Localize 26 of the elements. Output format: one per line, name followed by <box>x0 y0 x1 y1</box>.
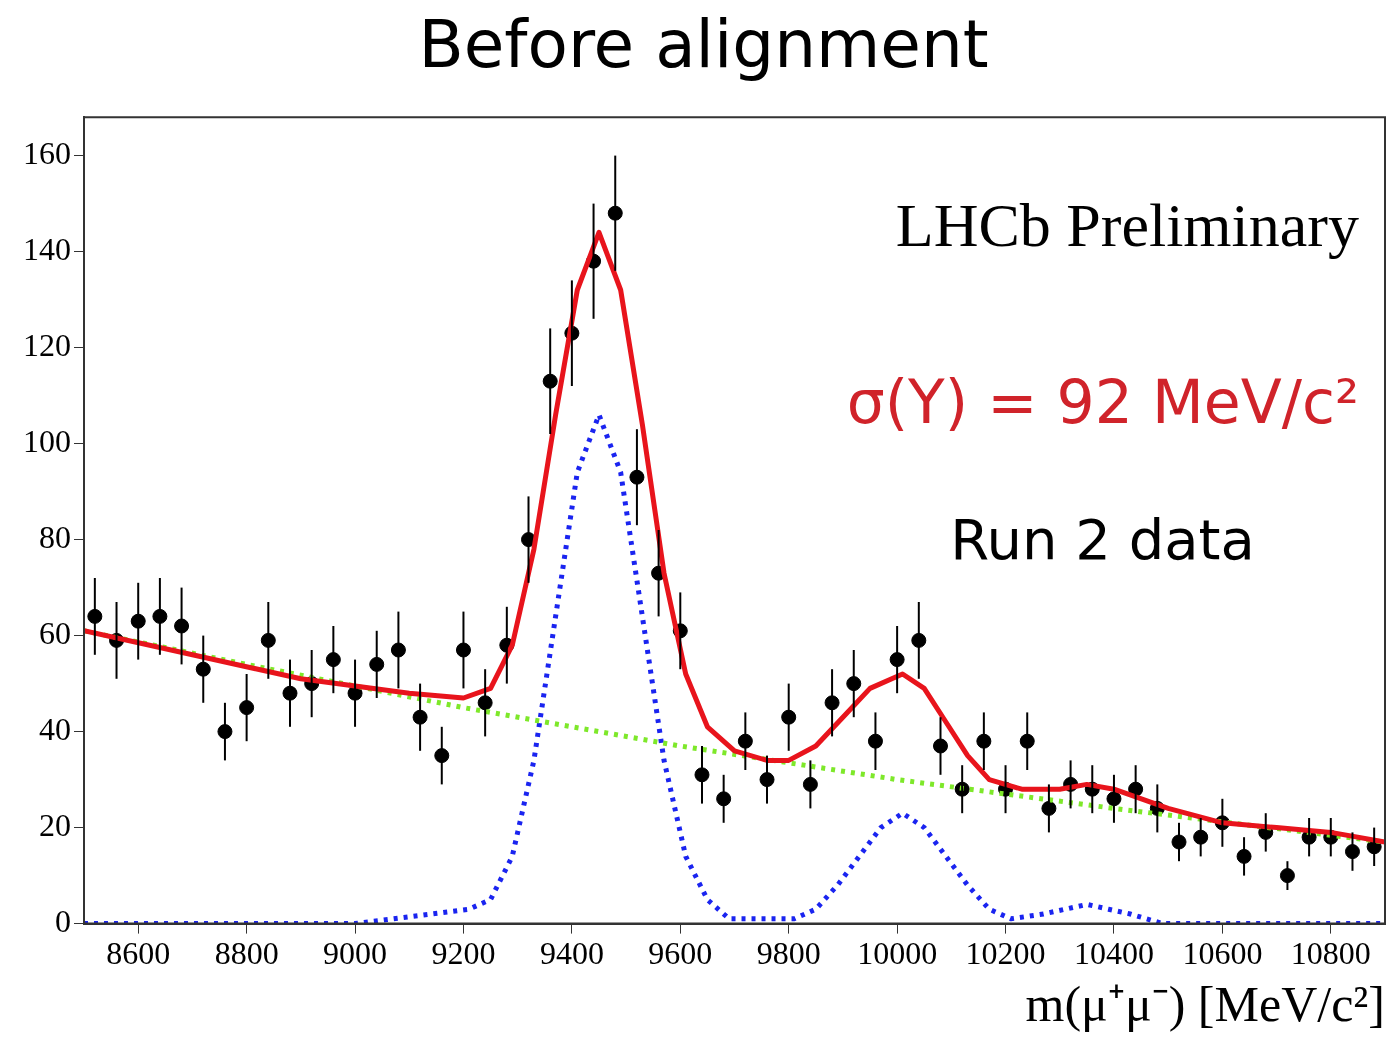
y-tick-label: 20 <box>39 807 71 844</box>
annotation: Run 2 data <box>950 507 1255 573</box>
y-tick-label: 100 <box>23 423 71 460</box>
y-tick-label: 160 <box>23 135 71 172</box>
x-tick-label: 9400 <box>539 935 604 972</box>
x-tick-label: 9000 <box>323 935 388 972</box>
x-tick-label: 9600 <box>648 935 713 972</box>
y-tick-label: 40 <box>39 711 71 748</box>
x-tick-label: 9200 <box>431 935 496 972</box>
x-axis-title: m(μ⁺μ⁻) [MeV/c²] <box>1025 976 1385 1033</box>
y-tick-label: 80 <box>39 519 71 556</box>
chart-title: Before alignment <box>418 5 989 83</box>
y-tick-label: 0 <box>55 903 71 940</box>
x-tick-label: 10200 <box>965 935 1046 972</box>
annotation: σ(Y) = 92 MeV/c² <box>846 367 1359 438</box>
x-tick-label: 10000 <box>857 935 938 972</box>
x-tick-label: 10600 <box>1182 935 1263 972</box>
x-tick-label: 10800 <box>1290 935 1371 972</box>
x-tick-label: 9800 <box>756 935 821 972</box>
y-tick-label: 140 <box>23 231 71 268</box>
x-tick-label: 8600 <box>106 935 171 972</box>
y-tick-label: 60 <box>39 615 71 652</box>
x-tick-label: 10400 <box>1073 935 1154 972</box>
annotation: LHCb Preliminary <box>895 191 1359 260</box>
x-tick-label: 8800 <box>214 935 279 972</box>
y-tick-label: 120 <box>23 327 71 364</box>
